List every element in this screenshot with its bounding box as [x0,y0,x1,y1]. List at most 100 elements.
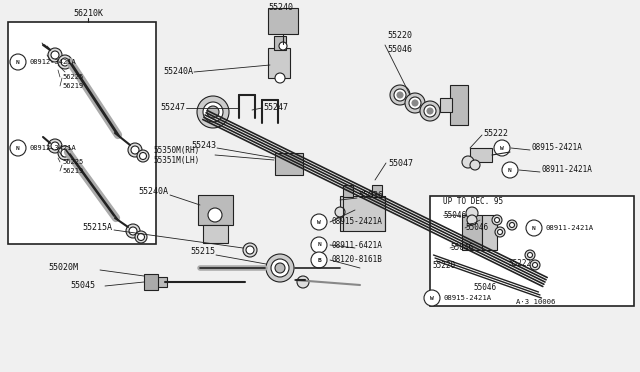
Circle shape [525,250,535,260]
Text: N: N [532,225,536,231]
Text: N: N [16,145,20,151]
Text: 55046: 55046 [387,45,412,55]
Text: 55243: 55243 [191,141,216,150]
Circle shape [275,73,285,83]
Text: 55045: 55045 [70,282,95,291]
Circle shape [420,101,440,121]
Circle shape [492,215,502,225]
Text: 08911-6421A: 08911-6421A [331,241,382,250]
Circle shape [51,51,59,59]
Text: 55222: 55222 [508,259,531,267]
Text: 08912-3421A: 08912-3421A [29,145,76,151]
Text: 56225: 56225 [62,159,83,165]
Circle shape [129,227,137,235]
Bar [144,274,158,290]
Circle shape [131,146,139,154]
Circle shape [405,93,425,113]
Text: 56225: 56225 [62,74,83,80]
Text: 08120-8161B: 08120-8161B [331,256,382,264]
Circle shape [203,102,223,122]
Circle shape [424,290,440,306]
Circle shape [126,224,140,238]
Text: A·3 10006: A·3 10006 [516,299,556,305]
Circle shape [497,230,502,234]
Text: 55222: 55222 [483,128,508,138]
Bar [340,196,385,231]
Circle shape [297,276,309,288]
Circle shape [140,153,147,160]
Circle shape [509,222,515,228]
Circle shape [61,58,69,66]
Text: 08915-2421A: 08915-2421A [532,144,583,153]
Circle shape [10,140,26,156]
Bar [274,36,286,50]
Bar [198,195,233,225]
Circle shape [495,218,499,222]
Text: W: W [500,145,504,151]
Text: 56219: 56219 [62,168,83,174]
Text: 55351M(LH): 55351M(LH) [153,155,199,164]
Circle shape [412,100,418,106]
Bar [430,196,634,306]
Text: 55020M: 55020M [48,263,78,273]
Circle shape [128,143,142,157]
Circle shape [246,246,254,254]
Circle shape [530,260,540,270]
Circle shape [266,254,294,282]
Circle shape [138,234,145,241]
Circle shape [208,208,222,222]
Text: 55046: 55046 [450,244,473,253]
Circle shape [243,243,257,257]
Circle shape [526,220,542,236]
Text: N: N [317,243,321,247]
Text: 55215: 55215 [190,247,215,257]
Bar [203,225,228,243]
Circle shape [207,106,219,118]
Circle shape [534,272,546,284]
Circle shape [58,146,72,160]
Text: 55247: 55247 [160,103,185,112]
Circle shape [10,54,26,70]
Circle shape [427,108,433,114]
Circle shape [51,142,59,150]
Circle shape [61,149,69,157]
Bar [268,8,298,34]
Bar [470,148,492,162]
Circle shape [397,92,403,98]
Circle shape [275,263,285,273]
Circle shape [271,259,289,277]
Circle shape [137,150,149,162]
Text: W: W [317,219,321,224]
Text: 08911-2421A: 08911-2421A [542,166,593,174]
Circle shape [527,253,532,257]
Text: 55036: 55036 [358,192,383,201]
Bar [275,153,303,175]
Circle shape [135,231,147,243]
Circle shape [311,252,327,268]
Circle shape [507,220,517,230]
Bar [268,48,290,78]
Bar [343,185,353,197]
Bar [440,98,452,112]
Text: 55046: 55046 [465,224,488,232]
Circle shape [424,105,436,117]
Text: 55046: 55046 [473,283,496,292]
Circle shape [466,207,478,219]
Text: N: N [508,167,512,173]
Text: N: N [16,60,20,64]
Circle shape [48,48,62,62]
Circle shape [48,139,62,153]
Text: 08915-2421A: 08915-2421A [331,218,382,227]
Circle shape [462,156,474,168]
Text: 55220: 55220 [432,260,455,269]
Bar [372,185,382,197]
Circle shape [409,97,421,109]
Bar [450,85,468,125]
Circle shape [197,96,229,128]
Text: 56219: 56219 [62,83,83,89]
Circle shape [495,227,505,237]
Circle shape [494,140,510,156]
Circle shape [311,237,327,253]
Text: 55350M(RH): 55350M(RH) [153,145,199,154]
Text: 55240A: 55240A [163,67,193,77]
